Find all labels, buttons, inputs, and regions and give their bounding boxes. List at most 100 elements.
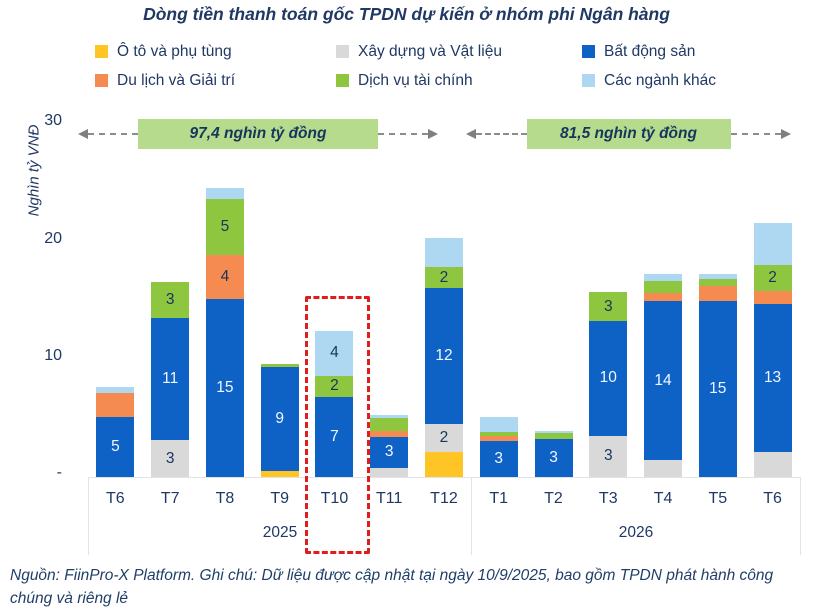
segment-batdongsan: 15 <box>205 298 244 477</box>
segment-khac <box>205 187 244 199</box>
segment-taichinh: 2 <box>315 375 354 397</box>
arrow-right-icon <box>428 129 438 139</box>
chart-area: Nghìn tỷ VNĐ 30 20 10 - 97,4 nghìn tỷ đồ… <box>0 100 813 562</box>
dashed-line <box>476 133 527 135</box>
segment-value: 3 <box>603 297 613 315</box>
segment-value: 11 <box>162 370 179 388</box>
segment-taichinh: 3 <box>589 291 628 322</box>
segment-khac <box>96 387 135 394</box>
axis-divider <box>88 477 89 555</box>
month-label: T2 <box>544 490 563 507</box>
month-label: T6 <box>763 490 782 507</box>
chart-title: Dòng tiền thanh toán gốc TPDN dự kiến ở … <box>143 4 670 24</box>
segment-value: 5 <box>111 437 120 455</box>
annotation-2026-total: 81,5 nghìn tỷ đồng <box>466 116 791 152</box>
y-tick-10: 10 <box>44 347 62 364</box>
segment-dulich <box>698 286 737 302</box>
segment-taichinh <box>260 363 299 368</box>
segment-taichinh <box>644 281 683 293</box>
x-axis-line <box>88 477 800 478</box>
segment-value: 9 <box>275 410 284 428</box>
segment-value: 15 <box>709 380 727 398</box>
segment-xaydung: 3 <box>589 435 628 477</box>
month-label: T5 <box>708 490 728 507</box>
segment-dulich <box>753 290 792 304</box>
segment-value: 3 <box>549 449 558 467</box>
stacked-bar: 5 4 15 <box>205 187 244 477</box>
segment-value: 2 <box>768 268 777 286</box>
bar-slot-t2-8: 3 T2 <box>526 100 581 507</box>
dashed-line <box>378 133 428 135</box>
annotation-2025-total: 97,4 nghìn tỷ đồng <box>78 116 438 152</box>
segment-batdongsan: 12 <box>424 288 463 424</box>
y-tick-zero: - <box>56 464 62 481</box>
legend-item-oto: Ô tô và phụ tùng <box>95 37 336 66</box>
segment-xaydung: 3 <box>151 440 190 477</box>
segment-value: 13 <box>763 368 782 386</box>
segment-value: 5 <box>220 217 230 235</box>
y-tick-30: 30 <box>44 112 62 129</box>
segment-batdongsan: 7 <box>315 396 354 477</box>
bar-slot-t9-3: 9 T9 <box>252 100 307 507</box>
segment-xaydung <box>644 460 683 477</box>
segment-batdongsan: 3 <box>370 436 409 468</box>
segment-value: 3 <box>384 443 394 461</box>
segment-value: 7 <box>330 427 339 445</box>
bar-slot-t10-4: 4 2 7 T10 <box>307 100 362 507</box>
legend-label: Xây dựng và Vật liệu <box>358 42 502 60</box>
legend-item-taichinh: Dịch vụ tài chính <box>336 66 582 95</box>
bar-slot-t6-0: 5 T6 <box>88 100 143 507</box>
bar-slot-t6-12: 2 13 T6 <box>745 100 800 507</box>
axis-divider <box>800 477 801 555</box>
y-tick-20: 20 <box>44 230 62 247</box>
month-label: T8 <box>215 490 235 507</box>
legend-swatch-icon <box>336 74 349 87</box>
stacked-bar: 3 <box>534 431 573 477</box>
segment-xaydung <box>370 467 409 477</box>
segment-khac <box>698 274 737 280</box>
segment-value: 3 <box>494 450 504 467</box>
segment-taichinh: 2 <box>424 267 463 289</box>
legend-swatch-icon <box>582 45 595 58</box>
segment-batdongsan: 3 <box>479 441 518 477</box>
segment-value: 3 <box>165 449 175 467</box>
year-label-2025: 2025 <box>262 524 298 541</box>
segment-value: 4 <box>220 268 230 285</box>
stacked-bar: 4 2 7 <box>315 330 354 477</box>
month-label: T11 <box>376 490 403 507</box>
segment-taichinh: 3 <box>151 282 190 318</box>
highlight-box-t10 <box>305 296 370 554</box>
dashed-line <box>88 133 138 135</box>
annotation-2025-box: 97,4 nghìn tỷ đồng <box>138 119 378 149</box>
legend-swatch-icon <box>95 45 108 58</box>
month-label: T3 <box>598 490 618 507</box>
bar-slot-t3-9: 3 10 3 T3 <box>581 100 636 507</box>
stacked-bar: 15 <box>698 274 737 477</box>
dashed-line <box>730 133 781 135</box>
segment-value: 15 <box>216 378 234 396</box>
bar-slot-t5-11: 15 T5 <box>690 100 745 507</box>
segment-batdongsan: 3 <box>534 439 573 477</box>
segment-batdongsan: 14 <box>644 301 683 461</box>
segment-taichinh: 2 <box>753 264 792 291</box>
segment-value: 2 <box>330 377 339 395</box>
segment-khac <box>370 415 409 419</box>
segment-dulich <box>479 436 518 442</box>
month-label: T9 <box>270 490 289 507</box>
segment-oto <box>260 471 299 477</box>
legend-label: Các ngành khác <box>604 71 717 89</box>
legend-label: Du lịch và Giải trí <box>117 71 236 89</box>
month-label: T1 <box>489 490 509 507</box>
segment-value: 2 <box>439 429 449 447</box>
stacked-bar: 3 <box>479 417 518 477</box>
segment-value: 4 <box>330 344 339 362</box>
segment-batdongsan: 10 <box>589 321 628 436</box>
stacked-bar: 9 <box>260 363 299 477</box>
month-label: T7 <box>160 490 180 507</box>
segment-dulich: 4 <box>205 255 244 299</box>
month-label: T4 <box>653 490 673 507</box>
segment-khac <box>753 223 792 265</box>
segment-khac: 4 <box>315 330 354 376</box>
stacked-bar: 14 <box>644 274 683 477</box>
